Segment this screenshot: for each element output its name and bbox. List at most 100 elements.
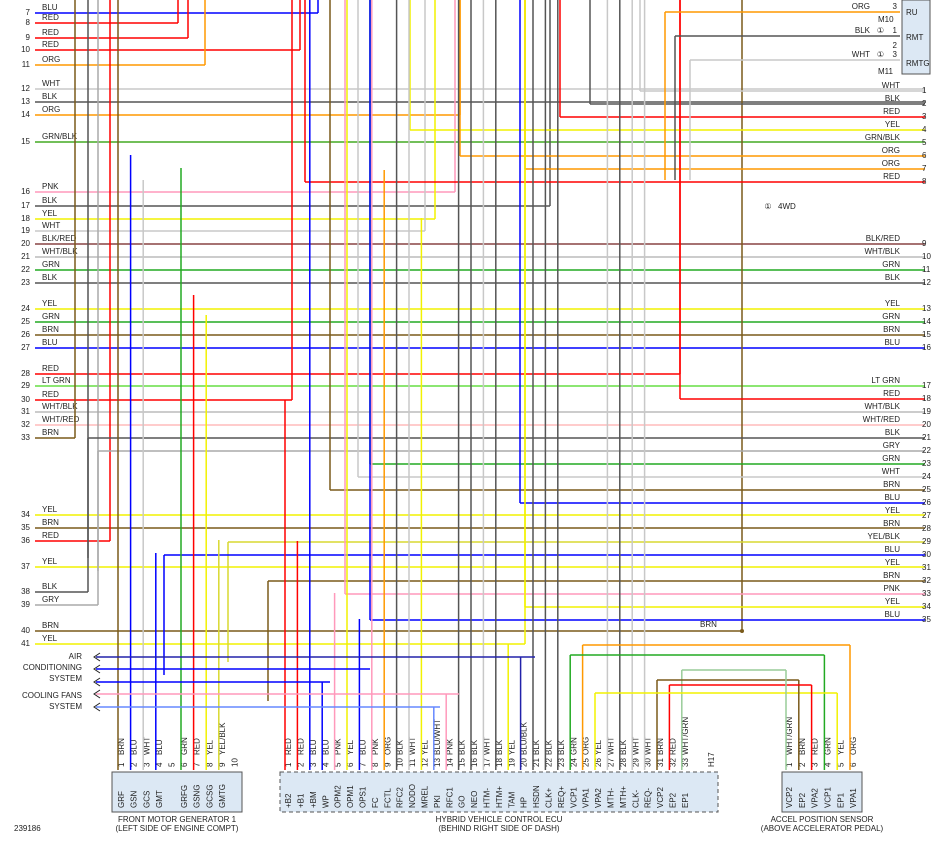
wire-number: 30 xyxy=(21,395,30,404)
wire-label: RED xyxy=(883,172,900,181)
wire-label: ORG xyxy=(882,146,900,155)
pin-number: 16 xyxy=(470,758,479,767)
pin-wire: BLU xyxy=(130,739,139,755)
pin-wire: PNK xyxy=(445,738,454,755)
pin-wire: BLU/WHT xyxy=(433,719,442,755)
wire-label: BLK/RED xyxy=(866,234,900,243)
wire-label: BRN xyxy=(883,480,900,489)
wire-number: 7 xyxy=(922,164,927,173)
pin-wire: RED xyxy=(811,738,820,755)
wire-number: 14 xyxy=(21,110,30,119)
wire-number: 23 xyxy=(922,459,931,468)
pin-wire: BLU/BLK xyxy=(520,721,529,755)
pin-wire: BLK xyxy=(619,739,628,755)
wire-number: 19 xyxy=(21,226,30,235)
pin-number: 10 xyxy=(396,758,405,767)
pin-name: EP2 xyxy=(798,792,807,808)
wire-number: 35 xyxy=(21,523,30,532)
wire-number: 10 xyxy=(922,252,931,261)
pin-wire: BLK xyxy=(458,739,467,755)
wire-number: 2 xyxy=(922,99,927,108)
connector-ref: M10 xyxy=(878,15,894,24)
pin-wire: ORG xyxy=(849,737,858,755)
pin-number: 7 xyxy=(193,762,202,767)
wire-label: WHT xyxy=(42,79,60,88)
wire-number: 26 xyxy=(922,498,931,507)
pin-name: VCP1 xyxy=(569,787,578,808)
wire-number: 9 xyxy=(26,33,31,42)
system-label: COOLING FANS xyxy=(22,691,82,700)
pin-number: 2 xyxy=(130,762,139,767)
wire-label: BRN xyxy=(42,325,59,334)
wire-label: RED xyxy=(42,531,59,540)
pin-number: 1 xyxy=(284,762,293,767)
wire-label: RED xyxy=(42,28,59,37)
wire-number: 22 xyxy=(21,265,30,274)
wire-number: 32 xyxy=(922,576,931,585)
pin-wire: WHT xyxy=(607,737,616,755)
wire-number: 10 xyxy=(21,45,30,54)
arrow xyxy=(93,689,101,699)
pin-number: 7 xyxy=(359,762,368,767)
wire-label: BLK xyxy=(42,273,58,282)
wire-label: BLU xyxy=(884,610,900,619)
connector-name: RMT xyxy=(906,33,923,42)
pin-number: 19 xyxy=(507,758,516,767)
pin-name: GCSG xyxy=(205,784,214,808)
wire-number: 27 xyxy=(21,343,30,352)
wire-number: 38 xyxy=(21,587,30,596)
pin-number: 3 xyxy=(142,762,151,767)
fmg-connector xyxy=(111,771,243,813)
wire-label: BRN xyxy=(883,325,900,334)
note-symbol: ① xyxy=(764,202,771,211)
wire-label: YEL xyxy=(42,505,58,514)
pin-name: VCP2 xyxy=(656,787,665,808)
wire-label: YEL xyxy=(885,597,901,606)
wire-label: PNK xyxy=(42,182,59,191)
pin-wire: YEL xyxy=(205,739,214,755)
pin-number: 20 xyxy=(520,758,529,767)
connector-title: HYBRID VEHICLE CONTROL ECU xyxy=(436,815,563,824)
pin-wire: BLU xyxy=(309,739,318,755)
connector-title: FRONT MOTOR GENERATOR 1 xyxy=(118,815,237,824)
wire-number: 31 xyxy=(21,407,30,416)
pin-name: OPM1 xyxy=(346,785,355,808)
pin-number: 13 xyxy=(433,758,442,767)
wire-label: GRN/BLK xyxy=(865,133,901,142)
pin-wire: RED xyxy=(669,738,678,755)
wire-number: 14 xyxy=(922,317,931,326)
pin-name: +BM xyxy=(309,791,318,808)
pin-number: 9 xyxy=(383,762,392,767)
wire-label: YEL xyxy=(885,558,901,567)
system-label: AIR xyxy=(69,652,83,661)
pin-name: GSNG xyxy=(193,784,202,808)
note-symbol: ① xyxy=(877,50,884,59)
pin-wire: GRN xyxy=(824,737,833,755)
wire-label: WHT xyxy=(852,50,870,59)
arrow xyxy=(93,677,101,687)
pin-number: 2 xyxy=(297,762,306,767)
pin-number: 17 xyxy=(483,758,492,767)
pin-number: 4 xyxy=(155,762,164,767)
wire-label: GRN/BLK xyxy=(42,132,78,141)
wire-number: 16 xyxy=(21,187,30,196)
pin-name: MREL xyxy=(421,785,430,808)
wire-label: GRN xyxy=(42,312,60,321)
pin-wire: RED xyxy=(193,738,202,755)
pin-wire: YEL/BLK xyxy=(218,722,227,755)
pin-wire: YEL xyxy=(421,739,430,755)
pin-wire: GRN xyxy=(180,737,189,755)
wire-label: RED xyxy=(42,364,59,373)
pin-number: 14 xyxy=(445,758,454,767)
wire-label: WHT xyxy=(42,221,60,230)
wire-number: 19 xyxy=(922,407,931,416)
pin-number: 8 xyxy=(371,762,380,767)
wire-label: BLK xyxy=(42,582,58,591)
wire-label: GRY xyxy=(42,595,60,604)
pin-number: 31 xyxy=(656,758,665,767)
wire-number: 7 xyxy=(26,8,31,17)
pin-wire: WHT xyxy=(644,737,653,755)
pin-number: 5 xyxy=(334,762,343,767)
note-symbol: ① xyxy=(877,26,884,35)
